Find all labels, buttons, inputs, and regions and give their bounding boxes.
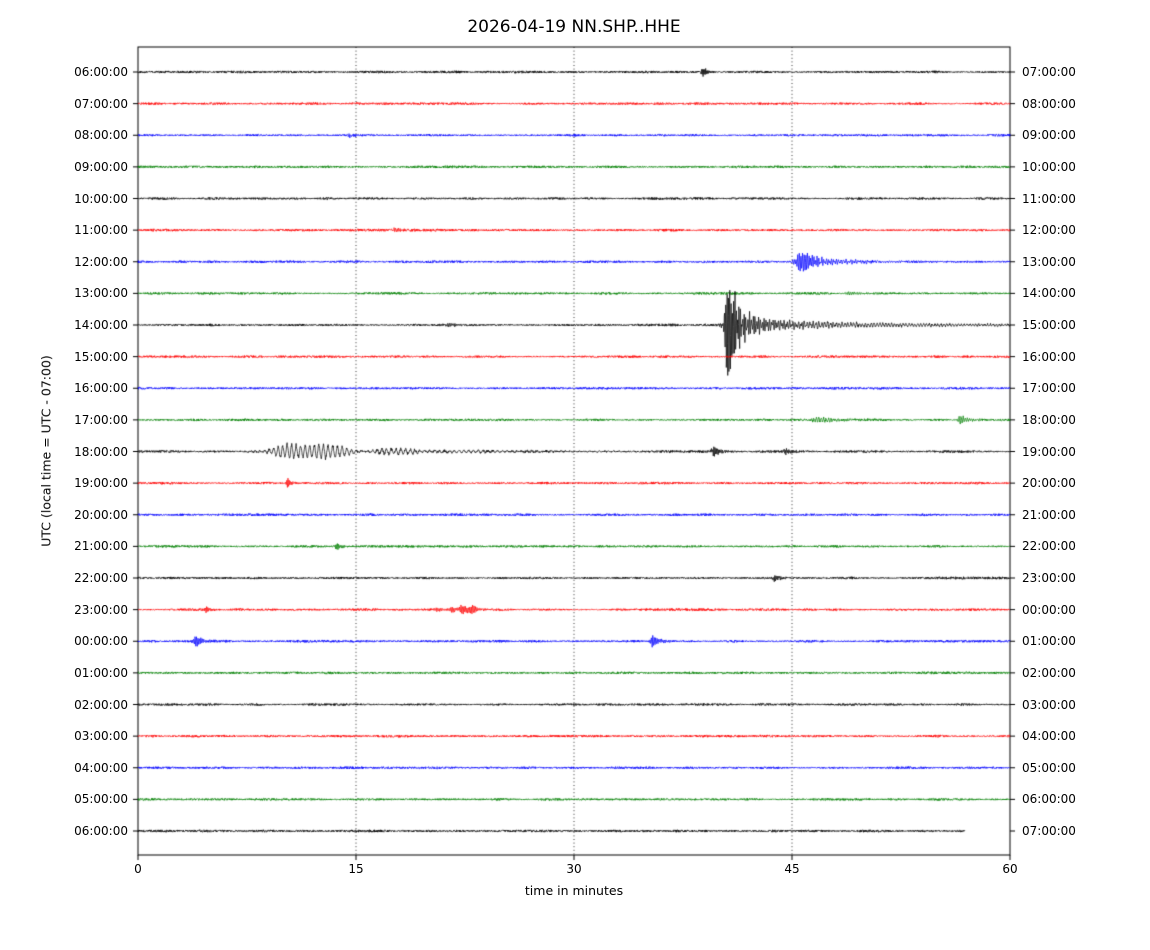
chart-title: 2026-04-19 NN.SHP..HHE xyxy=(467,17,681,37)
local-time-label: 17:00:00 xyxy=(1022,381,1076,396)
utc-time-label: 18:00:00 xyxy=(74,444,128,459)
utc-time-label: 08:00:00 xyxy=(74,128,128,143)
utc-time-label: 06:00:00 xyxy=(74,824,128,838)
local-time-label: 21:00:00 xyxy=(1022,507,1076,522)
local-time-label: 04:00:00 xyxy=(1022,729,1076,744)
local-time-label: 19:00:00 xyxy=(1022,444,1076,459)
utc-time-label: 06:00:00 xyxy=(74,65,128,79)
x-axis-label: time in minutes xyxy=(524,883,624,898)
local-time-label: 18:00:00 xyxy=(1022,412,1076,427)
local-time-label: 05:00:00 xyxy=(1022,760,1076,775)
utc-time-label: 15:00:00 xyxy=(74,349,128,364)
local-time-label: 23:00:00 xyxy=(1022,571,1076,585)
utc-time-label: 12:00:00 xyxy=(74,254,128,269)
utc-time-label: 14:00:00 xyxy=(74,318,128,332)
local-time-label: 07:00:00 xyxy=(1022,65,1076,79)
x-tick-label: 60 xyxy=(1002,862,1018,876)
local-time-label: 12:00:00 xyxy=(1022,223,1076,238)
utc-time-label: 20:00:00 xyxy=(74,507,128,522)
local-time-label: 00:00:00 xyxy=(1022,602,1076,617)
local-time-label: 08:00:00 xyxy=(1022,96,1076,111)
local-time-label: 02:00:00 xyxy=(1022,665,1076,680)
x-tick-label: 15 xyxy=(348,862,364,876)
local-time-label: 16:00:00 xyxy=(1022,349,1076,364)
x-tick-label: 0 xyxy=(134,862,142,876)
utc-time-label: 04:00:00 xyxy=(74,760,128,775)
utc-time-label: 22:00:00 xyxy=(74,571,128,585)
local-time-label: 14:00:00 xyxy=(1022,286,1076,301)
local-time-label: 10:00:00 xyxy=(1022,159,1076,174)
utc-time-label: 19:00:00 xyxy=(74,476,128,491)
utc-time-label: 17:00:00 xyxy=(74,412,128,427)
utc-time-label: 02:00:00 xyxy=(74,697,128,712)
local-time-label: 03:00:00 xyxy=(1022,697,1076,712)
utc-time-label: 01:00:00 xyxy=(74,665,128,680)
local-time-label: 13:00:00 xyxy=(1022,254,1076,269)
local-time-label: 11:00:00 xyxy=(1022,191,1076,206)
local-time-label: 15:00:00 xyxy=(1022,318,1076,332)
local-time-label: 06:00:00 xyxy=(1022,792,1076,807)
utc-time-label: 03:00:00 xyxy=(74,729,128,744)
utc-time-label: 07:00:00 xyxy=(74,96,128,111)
local-time-label: 20:00:00 xyxy=(1022,476,1076,491)
local-time-label: 22:00:00 xyxy=(1022,539,1076,554)
utc-time-label: 10:00:00 xyxy=(74,191,128,206)
utc-time-label: 23:00:00 xyxy=(74,602,128,617)
local-time-label: 09:00:00 xyxy=(1022,128,1076,143)
utc-time-label: 09:00:00 xyxy=(74,159,128,174)
utc-time-label: 05:00:00 xyxy=(74,792,128,807)
x-tick-label: 45 xyxy=(784,862,800,876)
x-tick-label: 30 xyxy=(566,862,582,876)
utc-time-label: 13:00:00 xyxy=(74,286,128,301)
local-time-label: 07:00:00 xyxy=(1022,824,1076,838)
utc-time-label: 11:00:00 xyxy=(74,223,128,238)
local-time-label: 01:00:00 xyxy=(1022,634,1076,649)
utc-time-label: 21:00:00 xyxy=(74,539,128,554)
utc-time-label: 00:00:00 xyxy=(74,634,128,649)
utc-time-label: 16:00:00 xyxy=(74,381,128,396)
